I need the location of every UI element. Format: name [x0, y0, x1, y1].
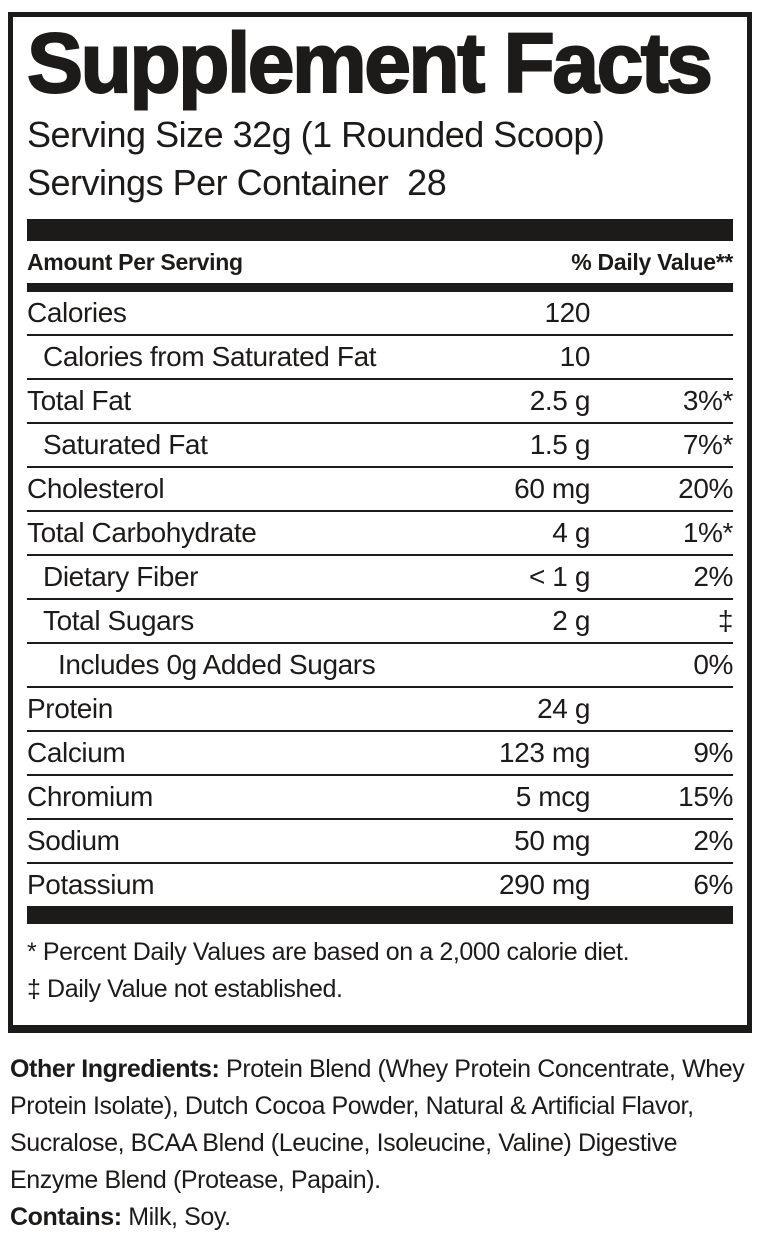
footnote-dv-not-established: ‡ Daily Value not established. [27, 975, 343, 1003]
nutrient-amount: 290 mg [499, 869, 590, 900]
nutrient-name: Total Fat [27, 385, 131, 416]
nutrient-amount: 60 mg [514, 473, 590, 504]
nutrient-amount: 5 mcg [515, 781, 591, 812]
nutrient-daily-value: 15% [678, 781, 733, 812]
nutrient-daily-value: 9% [693, 737, 733, 768]
nutrient-amount: 120 [544, 297, 590, 328]
footnotes: * Percent Daily Values are based on a 2,… [27, 934, 733, 1008]
divider-thick-bottom [27, 906, 733, 924]
nutrient-name: Calories from Saturated Fat [43, 341, 377, 372]
nutrient-daily-value: 7%* [682, 429, 734, 460]
nutrient-daily-value: 2% [693, 561, 733, 592]
nutrient-amount: 10 [559, 341, 591, 372]
nutrient-row-potassium: Potassium 290 mg 6% [27, 864, 733, 906]
other-ingredients-text: Protein Blend (Whey Protein Concentrate,… [10, 1055, 745, 1194]
nutrient-amount: 2 g [552, 605, 590, 636]
nutrient-daily-value: 2% [693, 825, 733, 856]
nutrient-name: Dietary Fiber [43, 561, 199, 592]
nutrient-table: Calories 120 Calories from Saturated Fat… [27, 292, 733, 906]
contains-statement: Contains: Milk, Soy. [10, 1199, 754, 1236]
nutrient-row-chromium: Chromium 5 mcg 15% [27, 776, 733, 820]
footnote-daily-values: * Percent Daily Values are based on a 2,… [27, 938, 630, 966]
other-ingredients-label: Other Ingredients: [10, 1055, 220, 1083]
nutrient-row-calories: Calories 120 [27, 292, 733, 336]
serving-size: Serving Size 32g (1 Rounded Scoop) [27, 114, 605, 155]
nutrient-name: Protein [27, 693, 113, 724]
nutrient-daily-value: 6% [693, 869, 733, 900]
nutrient-row-added-sugars: Includes 0g Added Sugars 0% [27, 644, 733, 688]
contains-text: Milk, Soy. [128, 1203, 231, 1231]
nutrient-row-cholesterol: Cholesterol 60 mg 20% [27, 468, 733, 512]
nutrient-amount: 1.5 g [529, 429, 591, 460]
nutrient-name: Calories [27, 297, 127, 328]
nutrient-daily-value: 0% [693, 649, 733, 680]
nutrient-amount: 123 mg [499, 737, 590, 768]
other-ingredients: Other Ingredients: Protein Blend (Whey P… [10, 1051, 754, 1199]
nutrient-daily-value: 1%* [682, 517, 734, 548]
nutrient-row-sodium: Sodium 50 mg 2% [27, 820, 733, 864]
nutrient-amount: 2.5 g [529, 385, 591, 416]
divider-thick-top [27, 219, 733, 241]
contains-label: Contains: [10, 1203, 122, 1231]
nutrient-row-total-fat: Total Fat 2.5 g 3%* [27, 380, 733, 424]
nutrient-row-saturated-fat: Saturated Fat 1.5 g 7%* [27, 424, 733, 468]
nutrient-row-calories-from-saturated-fat: Calories from Saturated Fat 10 [27, 336, 733, 380]
nutrient-amount: < 1 g [528, 561, 590, 592]
nutrient-name: Saturated Fat [43, 429, 208, 460]
nutrient-row-calcium: Calcium 123 mg 9% [27, 732, 733, 776]
column-headers: Amount Per Serving % Daily Value** [27, 241, 733, 283]
daily-value-header: % Daily Value** [571, 249, 733, 275]
amount-per-serving-header: Amount Per Serving [27, 249, 243, 275]
panel-title: Supplement Facts [26, 16, 714, 110]
supplement-facts-panel: Supplement Facts Serving Size 32g (1 Rou… [8, 12, 752, 1033]
nutrient-amount: 24 g [537, 693, 590, 724]
nutrient-row-protein: Protein 24 g [27, 688, 733, 732]
nutrient-daily-value: 20% [678, 473, 733, 504]
nutrient-daily-value: ‡ [717, 605, 734, 636]
nutrient-amount: 50 mg [514, 825, 590, 856]
servings-per-container: Servings Per Container 28 [27, 162, 447, 203]
nutrient-name: Total Carbohydrate [27, 517, 257, 548]
nutrient-name: Sodium [27, 825, 120, 856]
nutrient-row-total-carbohydrate: Total Carbohydrate 4 g 1%* [27, 512, 733, 556]
nutrient-row-dietary-fiber: Dietary Fiber < 1 g 2% [27, 556, 733, 600]
nutrient-name: Chromium [27, 781, 153, 812]
nutrient-amount: 4 g [552, 517, 590, 548]
divider-medium [27, 283, 733, 292]
nutrient-name: Potassium [27, 869, 155, 900]
nutrient-name: Total Sugars [43, 605, 194, 636]
nutrient-name: Calcium [27, 737, 126, 768]
nutrient-daily-value: 3%* [682, 385, 734, 416]
nutrient-row-total-sugars: Total Sugars 2 g ‡ [27, 600, 733, 644]
nutrient-name: Includes 0g Added Sugars [58, 649, 376, 680]
nutrient-name: Cholesterol [27, 473, 165, 504]
footer-text: Other Ingredients: Protein Blend (Whey P… [10, 1051, 754, 1236]
